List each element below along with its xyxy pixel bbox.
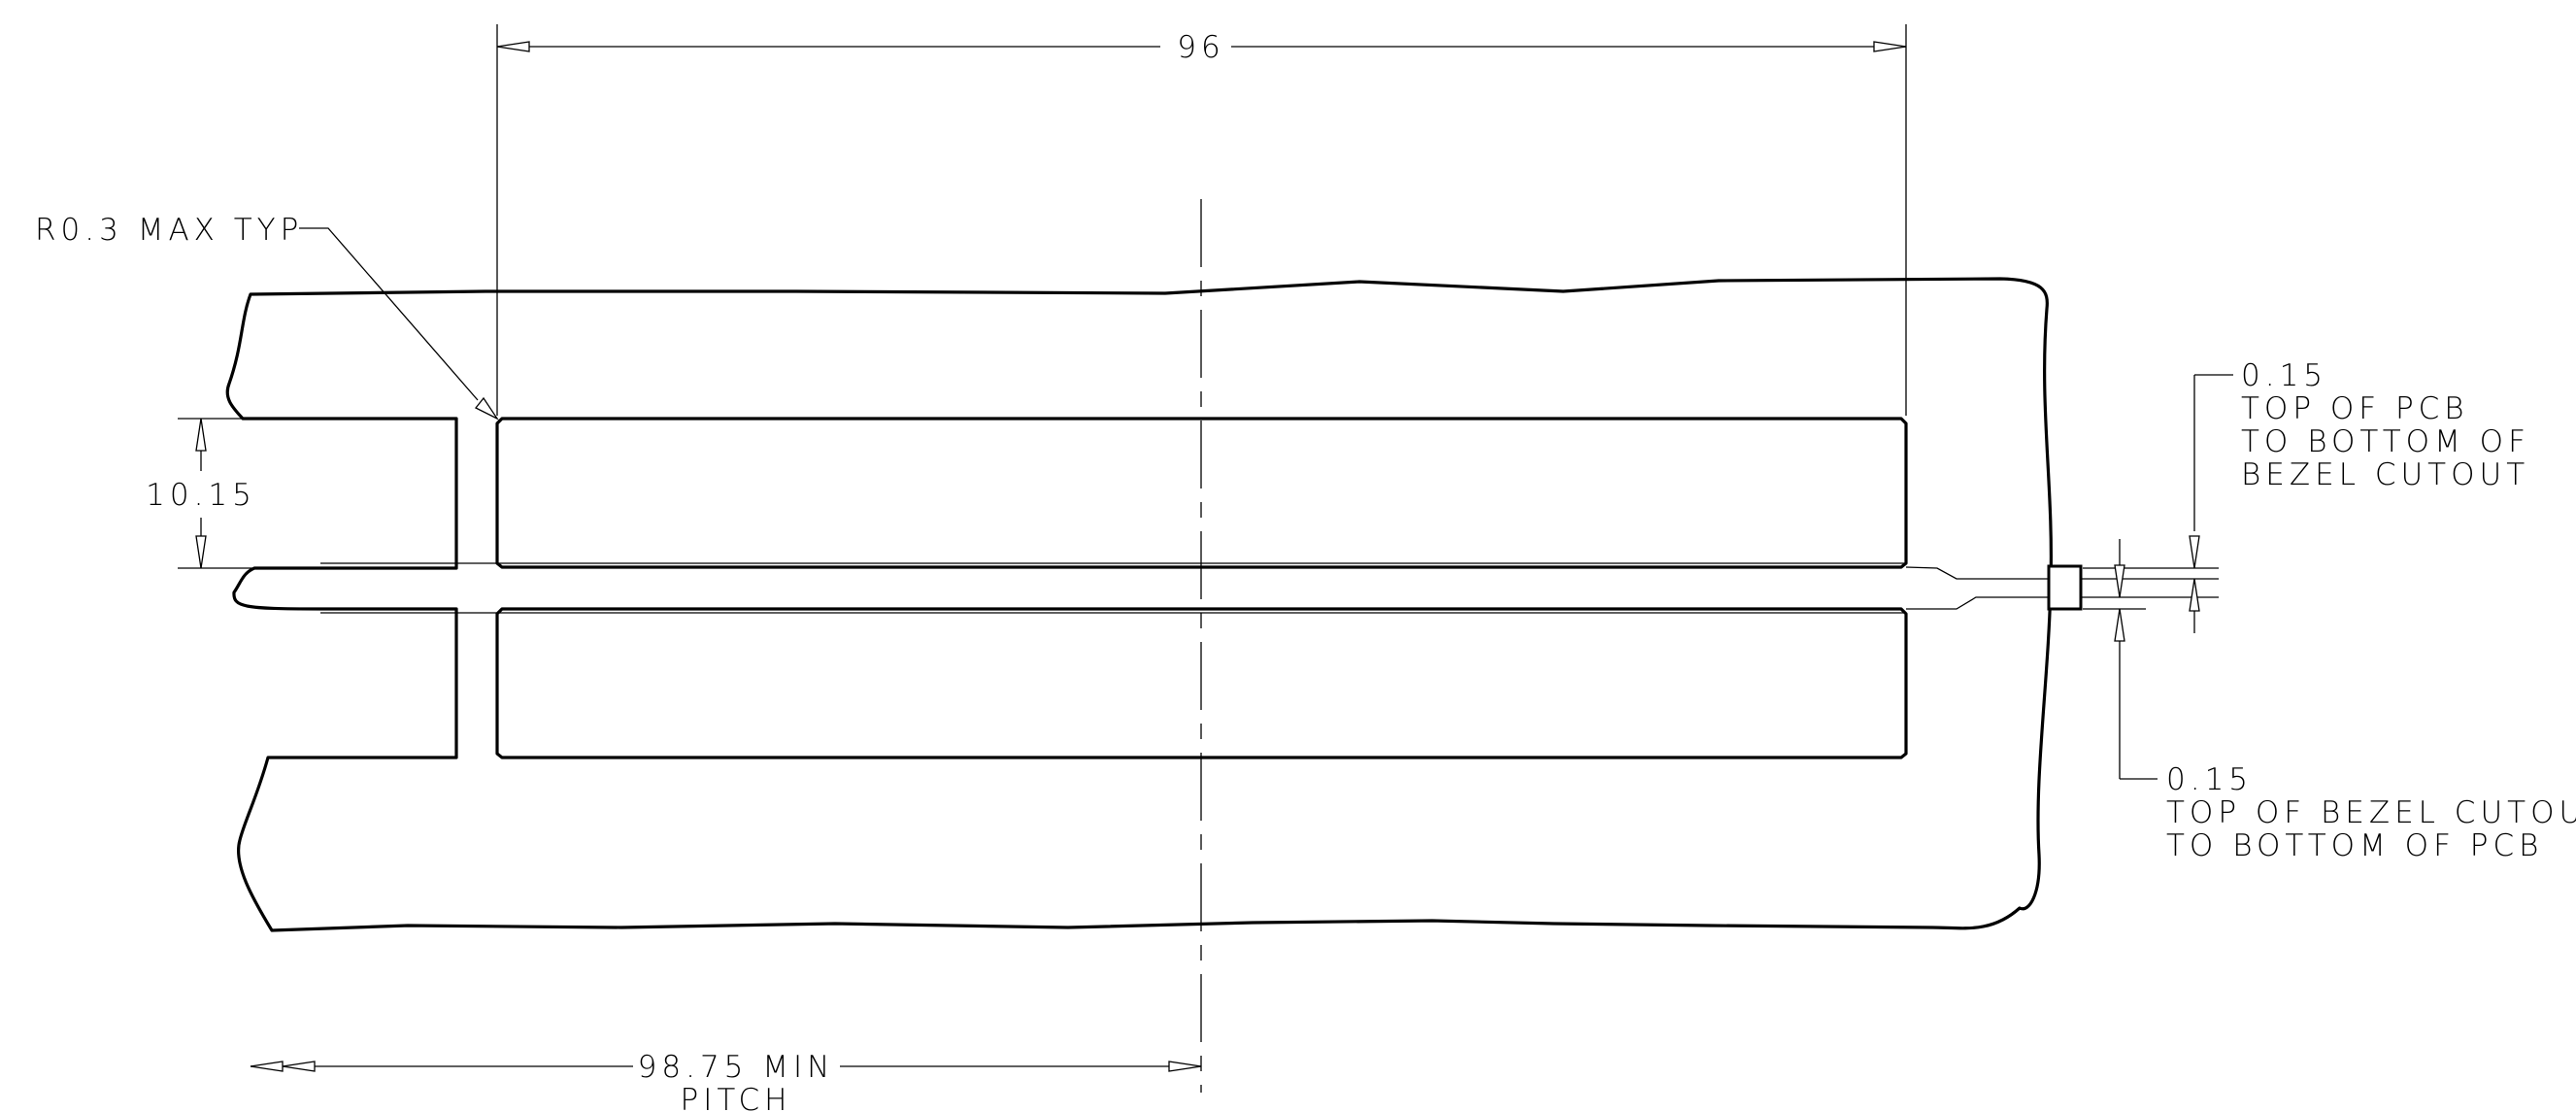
dim-top-offset: 0.15 TOP OF PCB TO BOTTOM OF BEZEL CUTOU…	[2083, 358, 2530, 633]
dim-width-label: 96	[1177, 30, 1224, 65]
dim-bottom-offset: 0.15 TOP OF BEZEL CUTOUT TO BOTTOM OF PC…	[2083, 539, 2576, 863]
dim-top-offset-line1: 0.15	[2241, 358, 2327, 393]
dim-pitch: 98.75 MIN PITCH	[250, 1050, 1202, 1112]
dim-width: 96	[496, 24, 1907, 416]
dim-top-offset-line4: BEZEL CUTOUT	[2241, 457, 2529, 492]
dim-pitch-label-line2: PITCH	[681, 1083, 792, 1112]
bezel-outline	[225, 277, 2053, 932]
dim-slot-height-label: 10.15	[146, 478, 256, 513]
pcb-bottom-edge	[1906, 596, 2219, 610]
dim-slot-height: 10.15	[146, 418, 256, 569]
dim-pitch-label-line1: 98.75 MIN	[638, 1050, 835, 1085]
upper-slot	[495, 417, 1908, 569]
dim-top-offset-line2: TOP OF PCB	[2241, 391, 2469, 426]
note-radius-label: R0.3 MAX TYP	[35, 213, 303, 248]
lower-slot	[495, 607, 1908, 759]
dim-top-offset-line3: TO BOTTOM OF	[2241, 424, 2530, 459]
dim-bottom-offset-line2: TOP OF BEZEL CUTOUT	[2166, 795, 2576, 830]
pcb-end-block	[2047, 564, 2083, 611]
pcb-top-edge	[1905, 566, 2219, 580]
dim-bottom-offset-line1: 0.15	[2166, 762, 2253, 797]
dim-bottom-offset-line3: TO BOTTOM OF PCB	[2166, 828, 2543, 863]
note-radius: R0.3 MAX TYP	[35, 213, 499, 421]
